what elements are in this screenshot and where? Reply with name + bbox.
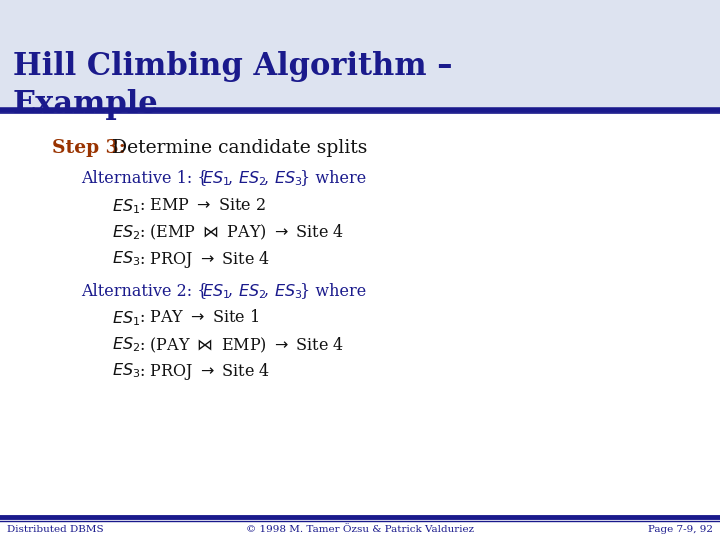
Text: $\mathit{ES}_1$: $\mathit{ES}_1$ — [202, 282, 230, 301]
Text: © 1998 M. Tamer Özsu & Patrick Valduriez: © 1998 M. Tamer Özsu & Patrick Valduriez — [246, 525, 474, 534]
Text: $\mathit{ES}_3$: $\mathit{ES}_3$ — [112, 249, 140, 268]
Text: Distributed DBMS: Distributed DBMS — [7, 525, 104, 534]
Text: $\mathit{ES}_2$: $\mathit{ES}_2$ — [238, 282, 266, 301]
Text: $\mathit{ES}_3$: $\mathit{ES}_3$ — [112, 361, 140, 380]
Text: Step 3:: Step 3: — [52, 139, 125, 157]
Text: : (PAY $\bowtie$ EMP) $\rightarrow$ Site 4: : (PAY $\bowtie$ EMP) $\rightarrow$ Site… — [139, 335, 344, 355]
Text: : PROJ $\rightarrow$ Site 4: : PROJ $\rightarrow$ Site 4 — [139, 249, 270, 270]
Text: $\mathit{ES}_1$: $\mathit{ES}_1$ — [112, 197, 140, 216]
Text: $\mathit{ES}_1$: $\mathit{ES}_1$ — [112, 309, 140, 328]
Text: ,: , — [264, 170, 274, 186]
Text: } where: } where — [300, 282, 366, 299]
Text: Page 7-9, 92: Page 7-9, 92 — [648, 525, 713, 534]
Text: : (EMP $\bowtie$ PAY) $\rightarrow$ Site 4: : (EMP $\bowtie$ PAY) $\rightarrow$ Site… — [139, 223, 344, 242]
Text: $\mathit{ES}_3$: $\mathit{ES}_3$ — [274, 170, 302, 188]
Text: Hill Climbing Algorithm –: Hill Climbing Algorithm – — [13, 51, 452, 82]
Text: ,: , — [264, 282, 274, 299]
Text: Determine candidate splits: Determine candidate splits — [106, 139, 367, 157]
Text: Example: Example — [13, 89, 158, 120]
Text: ,: , — [228, 170, 238, 186]
Text: : PROJ $\rightarrow$ Site 4: : PROJ $\rightarrow$ Site 4 — [139, 361, 270, 382]
Text: ,: , — [228, 282, 238, 299]
Text: $\mathit{ES}_2$: $\mathit{ES}_2$ — [238, 170, 266, 188]
Text: $\mathit{ES}_3$: $\mathit{ES}_3$ — [274, 282, 302, 301]
Text: $\mathit{ES}_1$: $\mathit{ES}_1$ — [202, 170, 230, 188]
Text: : PAY $\rightarrow$ Site 1: : PAY $\rightarrow$ Site 1 — [139, 309, 259, 326]
Text: Alternative 1: {: Alternative 1: { — [81, 170, 207, 186]
Text: Alternative 2: {: Alternative 2: { — [81, 282, 207, 299]
Bar — [0, 0, 720, 110]
Text: } where: } where — [300, 170, 366, 186]
Text: $\mathit{ES}_2$: $\mathit{ES}_2$ — [112, 335, 140, 354]
Text: $\mathit{ES}_2$: $\mathit{ES}_2$ — [112, 223, 140, 242]
Text: : EMP $\rightarrow$ Site 2: : EMP $\rightarrow$ Site 2 — [139, 197, 266, 214]
